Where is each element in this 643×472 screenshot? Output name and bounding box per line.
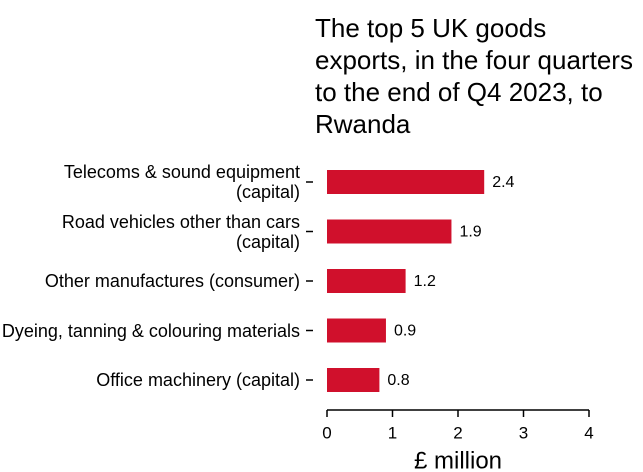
value-label: 2.4 [492,174,514,191]
bar [327,170,485,194]
x-tick-label: 2 [453,423,462,442]
bar [327,318,386,343]
value-label: 0.8 [387,372,409,389]
x-tick-label: 4 [584,423,593,442]
y-tick-label: Dyeing, tanning & colouring materials [1,320,300,341]
y-tick-label: Road vehicles other than cars (capital) [61,211,300,252]
x-tick-label: 0 [322,423,331,442]
value-label: 1.9 [459,224,481,241]
bar [327,368,380,392]
y-tick-label: Office machinery (capital) [96,370,300,390]
chart-title: The top 5 UK goods exports, in the four … [315,13,633,139]
value-label: 0.9 [394,323,416,340]
x-tick-label: 1 [388,423,397,442]
x-tick-label: 3 [519,423,528,442]
value-label: 1.2 [414,273,436,290]
x-axis-title: £ million [414,447,502,472]
bar [327,219,452,244]
bar [327,269,406,293]
y-tick-label: Other manufactures (consumer) [44,271,300,291]
y-tick-label: Telecoms & sound equipment (capital) [63,162,300,202]
